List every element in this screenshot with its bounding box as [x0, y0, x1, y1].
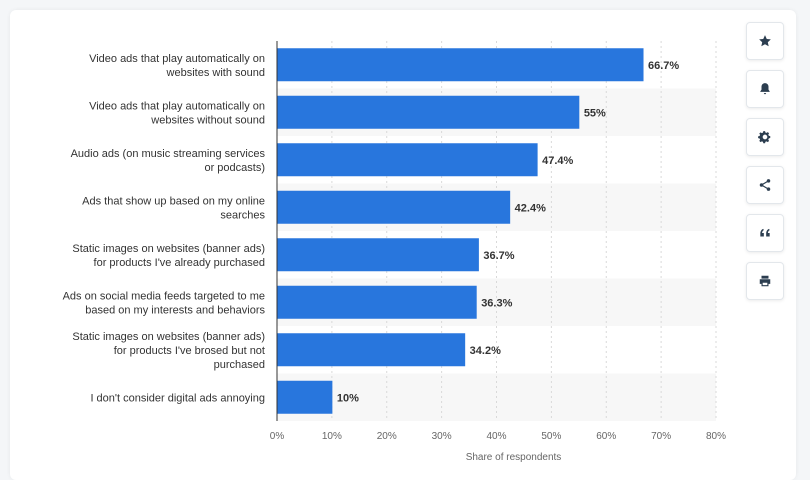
settings-button[interactable] [746, 118, 784, 156]
x-tick-label: 80% [706, 431, 726, 442]
bar[interactable] [277, 143, 538, 177]
bar[interactable] [277, 48, 644, 82]
category-label-line: based on my interests and behaviors [85, 304, 265, 316]
category-label-line: websites with sound [166, 67, 265, 79]
category-label-line: for products I've already purchased [94, 257, 265, 269]
data-label: 55% [584, 107, 606, 119]
bar[interactable] [277, 380, 333, 414]
star-icon [759, 35, 771, 47]
share-button[interactable] [746, 166, 784, 204]
category-label-line: searches [220, 209, 265, 221]
x-tick-label: 70% [651, 431, 671, 442]
category-label-line: Static images on websites (banner ads) [72, 331, 265, 343]
category-label-line: Video ads that play automatically on [89, 100, 265, 112]
x-tick-label: 0% [270, 431, 285, 442]
data-label: 34.2% [470, 345, 501, 357]
data-label: 47.4% [542, 155, 573, 167]
bar[interactable] [277, 95, 580, 129]
category-label-line: purchased [214, 359, 265, 371]
bar[interactable] [277, 190, 511, 224]
category-label-line: Static images on websites (banner ads) [72, 243, 265, 255]
x-tick-label: 50% [541, 431, 561, 442]
category-label: Ads that show up based on my online searc… [82, 195, 265, 221]
gear-icon [758, 131, 771, 144]
category-label-line: Ads on social media feeds targeted to me [63, 290, 265, 302]
category-label: Ads on social media feeds targeted to me… [63, 290, 266, 316]
bell-icon [760, 83, 770, 95]
data-label: 10% [337, 392, 359, 404]
bar[interactable] [277, 333, 466, 367]
data-label: 42.4% [515, 202, 546, 214]
x-tick-label: 10% [322, 431, 342, 442]
favorite-button[interactable] [746, 22, 784, 60]
x-axis-title: Share of respondents [466, 452, 562, 463]
category-label-line: Video ads that play automatically on [89, 53, 265, 65]
category-label-line: Audio ads (on music streaming services [71, 148, 266, 160]
category-label-line: I don't consider digital ads annoying [90, 392, 265, 404]
x-tick-label: 60% [596, 431, 616, 442]
category-label: Audio ads (on music streaming services or… [71, 148, 266, 174]
category-label: Static images on websites (banner ads) fo… [72, 243, 265, 269]
category-label: Video ads that play automatically on webs… [89, 53, 265, 79]
data-label: 36.7% [483, 250, 514, 262]
notification-button[interactable] [746, 70, 784, 108]
share-icon [759, 179, 771, 191]
category-label-line: for products I've brosed but not [114, 345, 265, 357]
cite-button[interactable] [746, 214, 784, 252]
data-label: 36.3% [481, 297, 512, 309]
x-tick-label: 40% [486, 431, 506, 442]
x-tick-label: 30% [432, 431, 452, 442]
category-label-line: Ads that show up based on my online [82, 195, 265, 207]
category-label: Static images on websites (banner ads) fo… [72, 331, 265, 371]
quote-icon [760, 228, 770, 237]
print-icon [759, 275, 771, 287]
category-label: Video ads that play automatically on webs… [89, 100, 265, 126]
category-label-line: or podcasts) [204, 162, 265, 174]
print-button[interactable] [746, 262, 784, 300]
bar[interactable] [277, 238, 479, 272]
x-tick-label: 20% [377, 431, 397, 442]
data-label: 66.7% [648, 60, 679, 72]
bar[interactable] [277, 285, 477, 319]
category-label-line: websites without sound [150, 114, 265, 126]
category-label: I don't consider digital ads annoying [90, 392, 265, 404]
chart-toolbar [746, 22, 784, 310]
